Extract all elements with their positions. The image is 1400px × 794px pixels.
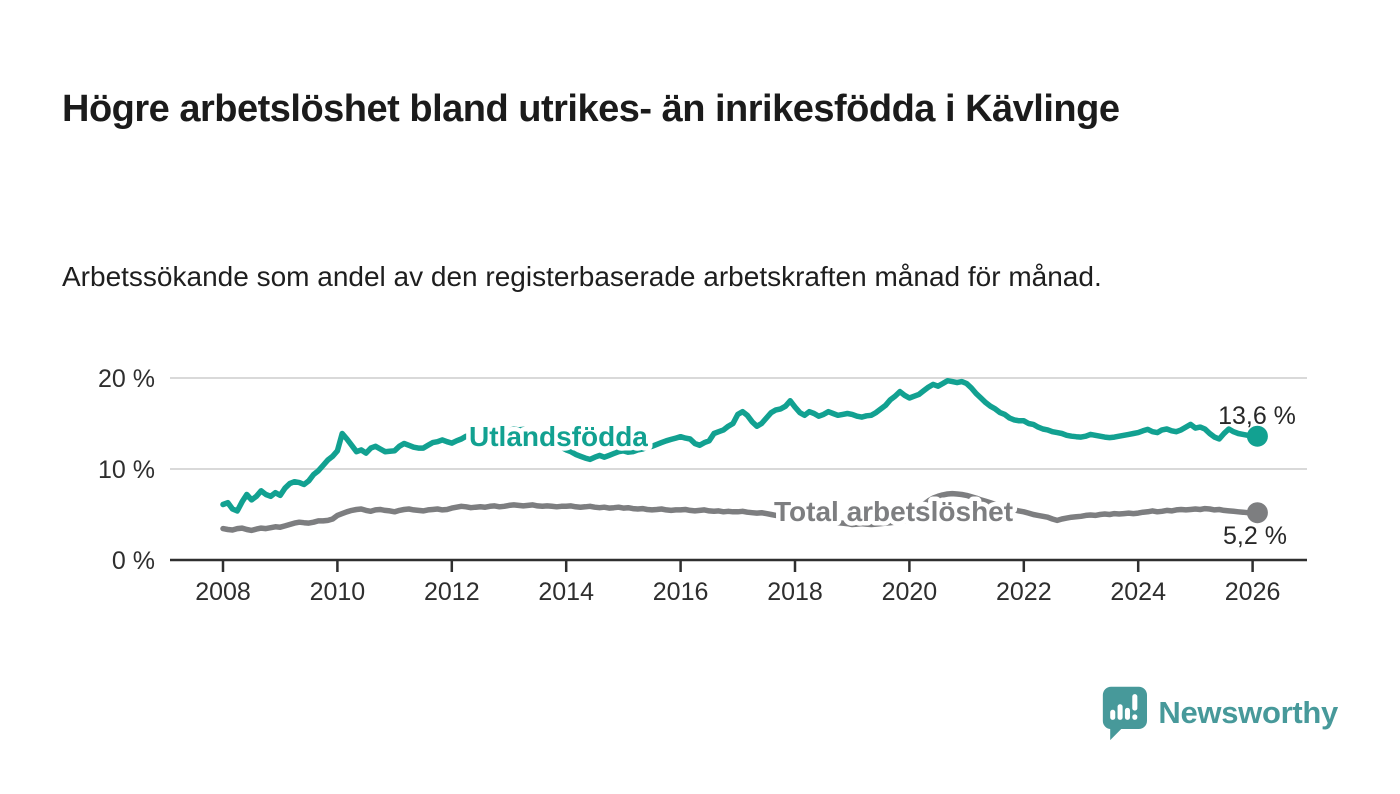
x-axis-label: 2008 (195, 578, 251, 606)
exclamation-bar (1132, 694, 1138, 711)
exclamation-dot (1132, 714, 1138, 720)
end-value-label-total-arbetsloshet: 5,2 % (1223, 522, 1287, 550)
x-axis-label: 2014 (538, 578, 594, 606)
page-title: Högre arbetslöshet bland utrikes- än inr… (62, 88, 1120, 131)
newsworthy-logo-icon (1103, 686, 1148, 741)
bar-chart-glyph (1110, 694, 1138, 720)
series-line-utlandsfodda (220, 377, 1261, 514)
chart-subtitle: Arbetssökande som andel av den registerb… (62, 261, 1102, 292)
x-axis-label: 2020 (882, 578, 938, 606)
x-axis-label: 2026 (1225, 578, 1281, 606)
x-axis-label: 2022 (996, 578, 1052, 606)
series-line-total-arbetsloshet (220, 490, 1261, 534)
end-dot-utlandsfodda (1246, 425, 1268, 447)
speech-bubble-shape (1103, 686, 1148, 741)
x-axis-label: 2024 (1110, 578, 1166, 606)
x-axis-label: 2010 (310, 578, 366, 606)
end-dot-total-arbetsloshet (1246, 502, 1268, 524)
y-axis-label: 10 % (98, 456, 155, 484)
brand-name: Newsworthy (1158, 694, 1338, 730)
y-axis-label: 20 % (98, 365, 155, 393)
x-axis-label: 2018 (767, 578, 823, 606)
y-axis-label: 0 % (112, 547, 155, 575)
newsworthy-logo: Newsworthy (1101, 684, 1338, 741)
end-value-label-utlandsfodda: 13,6 % (1218, 402, 1296, 430)
x-axis-label: 2012 (424, 578, 480, 606)
x-axis-label: 2016 (653, 578, 709, 606)
series-label-utlandsfodda: Utlandsfödda (469, 421, 648, 452)
series-label-total-arbetsloshet: Total arbetslöshet (774, 496, 1013, 527)
